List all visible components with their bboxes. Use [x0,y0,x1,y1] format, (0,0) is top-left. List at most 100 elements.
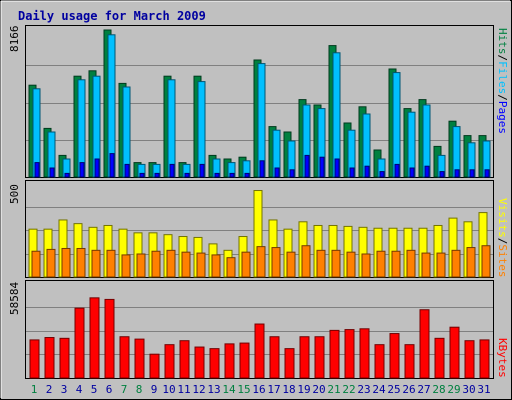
bar-sites-day-31 [481,245,491,278]
bar-pages-day-20 [319,156,325,178]
bar-sites-day-10 [166,249,176,278]
bar-kbytes-day-9 [149,353,160,379]
bar-kbytes-day-17 [269,336,280,379]
bar-kbytes-day-1 [29,339,40,379]
hits-panel: 8166 [8,25,494,178]
day-label-4: 4 [76,383,83,396]
bar-sites-day-6 [106,249,116,278]
bar-sites-day-23 [361,253,371,278]
bar-sites-day-22 [346,251,356,278]
bar-sites-day-15 [241,251,251,278]
bar-sites-day-7 [121,254,131,278]
bar-sites-day-20 [316,249,326,278]
day-label-25: 25 [387,383,400,396]
day-label-16: 16 [252,383,265,396]
legend-pages: Pages [496,101,509,134]
bar-pages-day-28 [439,171,445,178]
bar-kbytes-day-5 [89,297,100,379]
bar-sites-day-25 [391,250,401,278]
bar-kbytes-day-26 [404,344,415,379]
bar-kbytes-day-28 [434,337,445,379]
day-label-29: 29 [447,383,460,396]
bar-pages-day-6 [109,153,115,178]
bar-kbytes-day-14 [224,343,235,379]
bar-kbytes-day-30 [464,340,475,379]
bar-pages-day-25 [394,163,400,178]
bar-files-day-12 [197,81,206,178]
chart-title: Daily usage for March 2009 [18,9,206,23]
day-label-21: 21 [327,383,340,396]
day-label-11: 11 [177,383,190,396]
bar-kbytes-day-11 [179,340,190,379]
day-label-15: 15 [237,383,250,396]
hits-panel-bars [28,29,491,178]
bar-sites-day-21 [331,249,341,278]
legend-sites: Sites [496,244,509,277]
visits-panel-bars [28,190,491,278]
bar-sites-day-29 [451,249,461,278]
day-label-6: 6 [106,383,113,396]
bar-sites-day-27 [421,252,431,278]
bar-pages-day-13 [214,172,220,178]
bar-kbytes-day-2 [44,337,55,379]
bar-pages-day-17 [274,167,280,178]
bar-sites-day-8 [136,253,146,278]
day-label-26: 26 [402,383,415,396]
bar-kbytes-day-18 [284,348,295,379]
bar-pages-day-31 [484,169,490,178]
legend-visits-sites: Visits/Sites [496,198,509,278]
day-label-9: 9 [151,383,158,396]
bar-pages-day-9 [154,172,160,178]
bar-pages-day-29 [454,169,460,178]
bar-sites-day-9 [151,250,161,278]
bar-kbytes-day-8 [134,338,145,379]
day-label-7: 7 [121,383,128,396]
hits-ymax-label: 8166 [8,26,21,53]
bar-kbytes-day-24 [374,344,385,379]
day-label-23: 23 [357,383,370,396]
bar-files-day-16 [257,63,266,178]
bar-sites-day-19 [301,245,311,278]
bar-pages-day-27 [424,165,430,178]
bar-pages-day-2 [49,167,55,178]
legend-visits: Visits [496,198,509,238]
bar-sites-day-30 [466,247,476,278]
legend-hits-files-pages: Hits/Files/Pages [496,28,509,134]
bar-kbytes-day-16 [254,323,265,379]
bar-kbytes-day-21 [329,329,340,379]
bar-kbytes-day-25 [389,333,400,379]
bar-sites-day-28 [436,252,446,278]
bar-kbytes-day-13 [209,348,220,379]
bar-pages-day-30 [469,169,475,178]
bar-pages-day-7 [124,163,130,178]
bar-sites-day-3 [61,247,71,278]
bar-files-day-26 [407,111,416,178]
day-label-1: 1 [31,383,38,396]
bar-pages-day-21 [334,158,340,178]
bar-sites-day-26 [406,249,416,278]
bar-sites-day-5 [91,249,101,278]
bar-pages-day-22 [349,167,355,178]
bar-kbytes-day-29 [449,326,460,379]
bar-pages-day-19 [304,154,310,178]
bar-kbytes-day-22 [344,329,355,379]
day-label-18: 18 [282,383,295,396]
bar-kbytes-day-4 [74,307,85,379]
bar-pages-day-12 [199,163,205,178]
legend-kbytes: KBytes [496,338,509,378]
bar-pages-day-1 [34,162,40,178]
bar-sites-day-4 [76,247,86,278]
bar-sites-day-1 [31,250,41,278]
bar-sites-day-13 [211,254,221,278]
bar-pages-day-10 [169,163,175,178]
day-label-3: 3 [61,383,68,396]
bar-kbytes-day-19 [299,336,310,379]
bar-sites-day-18 [286,251,296,278]
bar-pages-day-26 [409,167,415,178]
bar-pages-day-4 [79,162,85,178]
bar-kbytes-day-3 [59,337,70,379]
day-label-5: 5 [91,383,98,396]
day-label-12: 12 [192,383,205,396]
kbytes-panel-bars [29,297,490,379]
bar-pages-day-15 [244,172,250,178]
